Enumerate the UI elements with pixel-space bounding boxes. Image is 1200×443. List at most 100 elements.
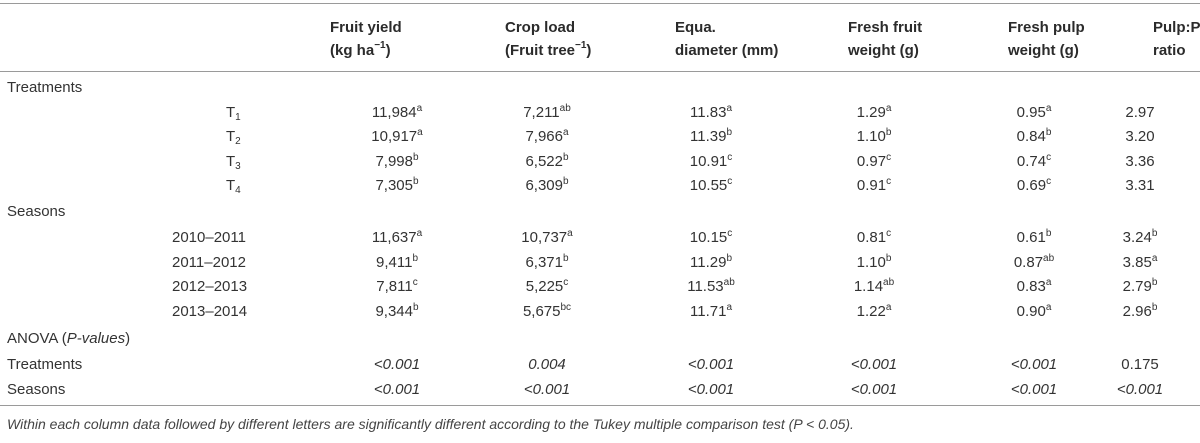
season-label: 2013–2014: [172, 303, 248, 320]
table-cell: 0.61b: [1017, 228, 1052, 248]
significance-letter: a: [1045, 302, 1052, 313]
column-header-unit-close: ): [385, 42, 391, 59]
significance-letter: ab: [723, 277, 735, 288]
column-header-line2: (kg ha−1): [330, 39, 402, 62]
significance-letter: a: [416, 228, 423, 239]
significance-letter: b: [562, 253, 569, 264]
cell-value: 0.90: [1016, 303, 1046, 320]
significance-letter: c: [727, 228, 733, 239]
significance-letter: b: [412, 302, 419, 313]
anova-label-text: ANOVA (: [7, 330, 67, 347]
table-cell: 3.20: [1125, 127, 1154, 147]
table-cell: 0.83a: [1017, 277, 1052, 297]
treatment-number: 3: [235, 161, 241, 172]
table-cell: 7,211ab: [523, 103, 571, 123]
p-value-cell: <0.001: [1116, 381, 1164, 398]
cell-value: 1.14: [853, 278, 884, 295]
cell-value: 11,637: [371, 229, 417, 246]
section-label-seasons: Seasons: [7, 203, 66, 220]
significance-letter: b: [726, 127, 732, 138]
column-header: Fruit yield (kg ha−1): [330, 16, 402, 62]
cell-value: 7,305: [375, 177, 413, 194]
cell-value: 7,811: [376, 278, 413, 295]
significance-letter: c: [563, 277, 569, 288]
significance-letter: b: [1045, 127, 1052, 138]
table-cell: 0.97c: [857, 152, 891, 172]
cell-value: 1.10: [856, 128, 886, 145]
cell-value: 0.97: [856, 153, 887, 170]
column-header: Equa. diameter (mm): [675, 16, 778, 62]
anova-row-label: Seasons: [7, 381, 66, 398]
column-header-line2: ratio: [1153, 39, 1200, 62]
table-cell: 0.81c: [857, 228, 891, 248]
table-cell: 10,737a: [521, 228, 572, 248]
column-header-unit: ratio: [1153, 42, 1186, 59]
bottom-rule: [0, 405, 1200, 406]
column-header-unit-close: ): [586, 42, 592, 59]
significance-letter: a: [726, 103, 732, 114]
table-cell: 6,371b: [525, 253, 568, 273]
table-cell: 1.22a: [857, 302, 892, 322]
cell-value: 6,309: [525, 177, 563, 194]
p-value-cell: <0.001: [1010, 381, 1058, 398]
table-cell: 0.95a: [1017, 103, 1052, 123]
anova-label-close: ): [125, 330, 131, 347]
column-header-line1: Fruit yield: [330, 19, 402, 36]
column-header-line2: weight (g): [848, 39, 922, 62]
significance-letter: c: [886, 176, 892, 187]
table-cell: 3.31: [1125, 176, 1154, 196]
table-cell: 5,675bc: [523, 302, 571, 322]
column-header-line1: Crop load: [505, 19, 575, 36]
treatment-label: T1: [226, 103, 241, 123]
significance-letter: c: [412, 277, 418, 288]
cell-value: 7,211: [523, 104, 560, 121]
table-cell: 11.53ab: [687, 277, 735, 297]
significance-letter: c: [727, 176, 733, 187]
significance-letter: ab: [883, 277, 895, 288]
significance-letter: a: [885, 103, 892, 114]
cell-value: 3.31: [1125, 177, 1155, 194]
table-cell: 3.24b: [1123, 228, 1158, 248]
column-header-unit: diameter (mm): [675, 42, 779, 59]
cell-value: 11.29: [690, 254, 727, 271]
significance-letter: a: [1045, 103, 1052, 114]
cell-value: 6,522: [525, 153, 563, 170]
table-cell: 10,917a: [371, 127, 422, 147]
p-value-cell: <0.001: [373, 356, 421, 373]
table-cell: 2.79b: [1123, 277, 1158, 297]
treatment-name: T: [226, 177, 236, 194]
cell-value: 1.29: [856, 104, 886, 121]
significance-letter: a: [1045, 277, 1052, 288]
significance-letter: b: [1045, 228, 1052, 239]
cell-value: 10.91: [689, 153, 728, 170]
section-label-anova: ANOVA (P-values): [7, 329, 130, 349]
table-cell: 6,309b: [525, 176, 568, 196]
cell-value: 9,411: [376, 254, 413, 271]
top-rule: [0, 3, 1200, 4]
table-cell: 0.84b: [1017, 127, 1052, 147]
significance-letter: c: [886, 152, 892, 163]
column-header-unit-exponent: −1: [575, 40, 587, 51]
season-label: 2010–2011: [172, 229, 246, 246]
table-cell: 5,225c: [526, 277, 569, 297]
cell-value: 10.15: [689, 229, 728, 246]
section-label-treatments: Treatments: [7, 79, 83, 96]
p-value-cell: <0.001: [523, 381, 571, 398]
significance-letter: c: [1046, 152, 1052, 163]
p-value-cell: 0.175: [1121, 356, 1159, 373]
significance-letter: bc: [560, 302, 572, 313]
cell-value: 3.85: [1122, 254, 1152, 271]
column-header-line1: Equa.: [675, 19, 716, 36]
p-value-cell: <0.001: [687, 356, 735, 373]
table-footnote: Within each column data followed by diff…: [7, 416, 854, 432]
table-cell: 9,411b: [376, 253, 418, 273]
table-cell: 11.29b: [690, 253, 732, 273]
column-header-line2: diameter (mm): [675, 39, 778, 62]
p-value-cell: <0.001: [373, 381, 421, 398]
table-cell: 6,522b: [525, 152, 568, 172]
cell-value: 11.71: [690, 303, 727, 320]
table-cell: 1.14ab: [854, 277, 894, 297]
p-value-cell: <0.001: [687, 381, 735, 398]
column-header-line1: Fresh fruit: [848, 19, 923, 36]
treatment-name: T: [226, 128, 236, 145]
